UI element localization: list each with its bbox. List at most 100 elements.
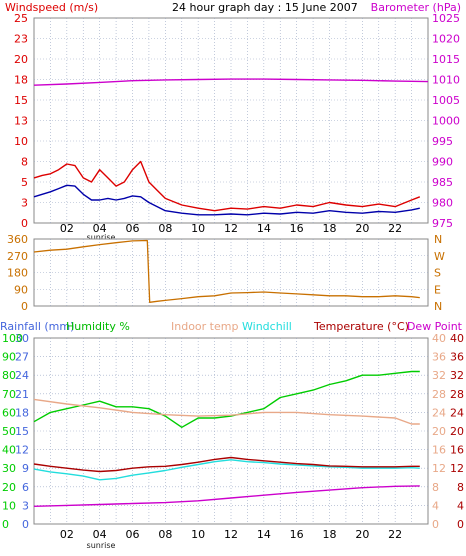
x-tick-label: 04 bbox=[93, 222, 107, 235]
barometer-tick-labels: 975 980 985 990 995 1000 1005 1010 1015 1020 1025 bbox=[432, 12, 460, 230]
compass-tick: N bbox=[434, 233, 442, 246]
temperature-tick: 28 bbox=[450, 388, 464, 401]
humidity-tick: 100 bbox=[2, 332, 23, 345]
direction-tick: 0 bbox=[21, 300, 28, 313]
compass-tick: N bbox=[434, 300, 442, 313]
barometer-tick: 1020 bbox=[432, 33, 460, 46]
compass-tick: E bbox=[434, 283, 441, 296]
windspeed-tick: 3 bbox=[21, 197, 28, 210]
humidity-tick: 80 bbox=[2, 369, 16, 382]
series-wind-direction bbox=[33, 239, 420, 303]
windspeed-tick: 10 bbox=[14, 135, 28, 148]
temperature-tick: 8 bbox=[457, 481, 464, 494]
chart-title: 24 hour graph day : 15 June 2007 bbox=[172, 1, 358, 14]
series-indoor-temp bbox=[33, 398, 420, 425]
direction-tick-labels: 0 90 180 270 360 bbox=[7, 233, 28, 313]
x-tick-label: 12 bbox=[224, 222, 238, 235]
panel-direction-grid bbox=[34, 239, 428, 306]
panel-wind-x-ticks: 02 04 06 08 10 12 14 16 18 20 22 bbox=[60, 222, 402, 235]
direction-tick: 180 bbox=[7, 267, 28, 280]
x-tick-label: 22 bbox=[388, 222, 402, 235]
rainfall-tick: 6 bbox=[22, 481, 29, 494]
x-tick-label: 10 bbox=[191, 222, 205, 235]
indoor-tick: 0 bbox=[432, 518, 439, 531]
series-dewpoint bbox=[33, 485, 420, 507]
humidity-tick: 10 bbox=[2, 499, 16, 512]
indoor-tick: 12 bbox=[432, 462, 446, 475]
panel-wind-series bbox=[33, 78, 429, 216]
x-tick-label: 22 bbox=[388, 528, 402, 541]
temperature-tick: 40 bbox=[450, 332, 464, 345]
indoor-tick: 20 bbox=[432, 425, 446, 438]
indoor-tick: 16 bbox=[432, 444, 446, 457]
rainfall-tick: 30 bbox=[15, 332, 29, 345]
windspeed-axis-label: Windspeed (m/s) bbox=[5, 1, 98, 14]
sunrise-label-top: sunrise bbox=[87, 233, 116, 242]
temperature-tick: 32 bbox=[450, 369, 464, 382]
windspeed-tick: 0 bbox=[21, 217, 28, 230]
windspeed-tick: 25 bbox=[14, 12, 28, 25]
humidity-tick: 90 bbox=[2, 351, 16, 364]
rainfall-tick: 15 bbox=[15, 425, 29, 438]
compass-tick: S bbox=[434, 267, 441, 280]
rainfall-tick: 9 bbox=[22, 462, 29, 475]
barometer-tick: 985 bbox=[432, 176, 453, 189]
humidity-tick: 50 bbox=[2, 425, 16, 438]
windspeed-tick: 18 bbox=[14, 74, 28, 87]
rainfall-tick-labels: 0 3 6 9 12 15 18 21 24 27 30 bbox=[15, 332, 29, 531]
rainfall-tick: 0 bbox=[22, 518, 29, 531]
windspeed-tick: 8 bbox=[21, 156, 28, 169]
humidity-tick: 30 bbox=[2, 462, 16, 475]
panel-temp-x-ticks: 02 04 06 08 10 12 14 16 18 20 22 bbox=[60, 528, 402, 541]
x-tick-label: 06 bbox=[126, 222, 140, 235]
x-tick-label: 08 bbox=[158, 528, 172, 541]
barometer-tick: 975 bbox=[432, 217, 453, 230]
x-tick-label: 12 bbox=[224, 528, 238, 541]
series-barometer bbox=[33, 78, 429, 86]
x-tick-label: 16 bbox=[290, 528, 304, 541]
humidity-tick: 40 bbox=[2, 444, 16, 457]
humidity-axis-label: Humidity % bbox=[66, 320, 130, 333]
x-tick-label: 08 bbox=[158, 222, 172, 235]
x-tick-label: 16 bbox=[290, 222, 304, 235]
rainfall-tick: 18 bbox=[15, 406, 29, 419]
temperature-tick-labels: 0 4 8 12 16 20 24 28 32 36 40 bbox=[450, 332, 464, 531]
indoor-tick: 4 bbox=[432, 499, 439, 512]
barometer-tick: 980 bbox=[432, 197, 453, 210]
x-tick-label: 04 bbox=[93, 528, 107, 541]
windspeed-tick: 20 bbox=[14, 53, 28, 66]
panel-temp-series bbox=[33, 370, 420, 507]
rainfall-tick: 3 bbox=[22, 499, 29, 512]
temperature-tick: 24 bbox=[450, 406, 464, 419]
indoor-tick: 24 bbox=[432, 406, 446, 419]
rainfall-tick: 12 bbox=[15, 444, 29, 457]
x-tick-label: 14 bbox=[257, 528, 271, 541]
x-tick-label: 02 bbox=[60, 528, 74, 541]
dewpoint-axis-label: Dew Point bbox=[407, 320, 463, 333]
temperature-tick: 20 bbox=[450, 425, 464, 438]
windspeed-tick: 5 bbox=[21, 176, 28, 189]
series-windchill bbox=[33, 459, 420, 481]
humidity-tick: 20 bbox=[2, 481, 16, 494]
x-tick-label: 14 bbox=[257, 222, 271, 235]
humidity-tick: 0 bbox=[2, 518, 9, 531]
windspeed-tick-labels: 0 3 5 8 10 13 15 18 20 23 25 bbox=[14, 12, 28, 230]
series-humidity bbox=[33, 370, 420, 428]
barometer-tick: 1015 bbox=[432, 53, 460, 66]
panel-direction-series bbox=[33, 239, 420, 303]
sunrise-label-bottom: sunrise bbox=[87, 541, 116, 550]
indoor-temp-label: Indoor temp bbox=[171, 320, 238, 333]
barometer-tick: 990 bbox=[432, 156, 453, 169]
direction-tick: 360 bbox=[7, 233, 28, 246]
x-tick-label: 20 bbox=[355, 528, 369, 541]
windspeed-tick: 23 bbox=[14, 33, 28, 46]
windspeed-tick: 13 bbox=[14, 115, 28, 128]
series-windspeed bbox=[33, 160, 421, 212]
direction-tick: 90 bbox=[14, 283, 28, 296]
series-wind-average bbox=[33, 184, 420, 216]
indoor-tick: 32 bbox=[432, 369, 446, 382]
temperature-tick: 16 bbox=[450, 444, 464, 457]
